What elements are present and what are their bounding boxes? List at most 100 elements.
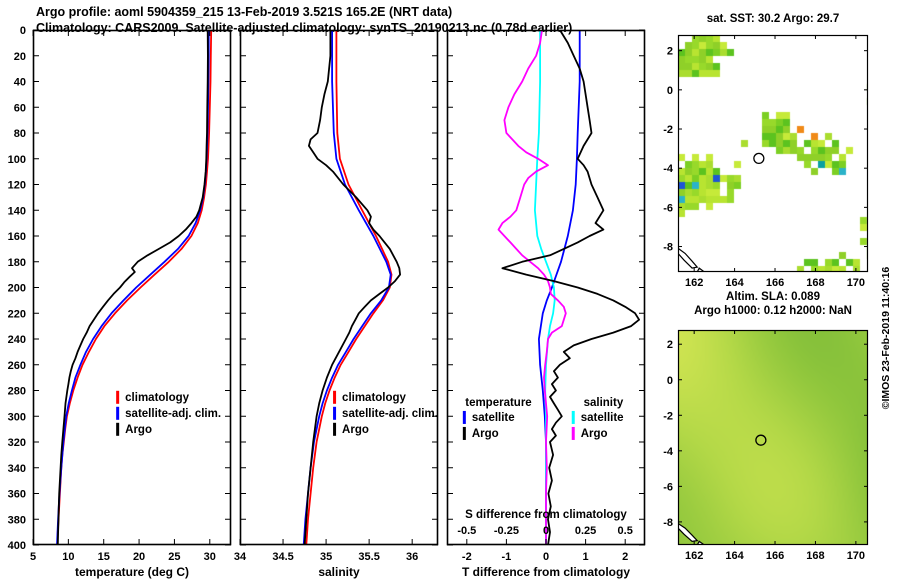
temperature-profile-chart: 5 10 15 20 25 30 0 20 40 60 80 100 120 140 160 180 200 22… <box>8 25 232 579</box>
x-tick-label: 0 <box>543 551 549 563</box>
x-tick-label: 168 <box>806 550 824 562</box>
legend-label: satellite-adj. clim. <box>125 408 221 420</box>
y-tick-label: 20 <box>14 51 26 63</box>
x-tick-label: 162 <box>685 550 703 562</box>
secondary-tick-label: -0.25 <box>494 525 519 537</box>
y-tick-label: 2 <box>667 339 673 351</box>
difference-profile-chart: -2 -1 0 1 2 temperature satellite Argo salinity s… <box>446 29 646 579</box>
series-climatology <box>305 30 393 545</box>
x-tick-label: 164 <box>725 277 744 289</box>
x-tick-label: 170 <box>847 277 865 289</box>
legend-swatch <box>116 422 120 436</box>
legend-label: satellite <box>472 412 515 424</box>
legend-swatch <box>333 390 337 404</box>
y-tick-label: -8 <box>663 517 673 529</box>
legend-group-header: temperature <box>465 397 531 409</box>
legend-label: Argo <box>342 424 369 436</box>
y-tick-label: -4 <box>663 446 674 458</box>
legend-swatch <box>571 410 575 424</box>
x-tick-label: 162 <box>685 277 703 289</box>
series-argo-t <box>501 30 641 545</box>
secondary-tick-label: 0 <box>543 525 549 537</box>
series-climatology <box>56 30 213 545</box>
secondary-tick-label: 0.25 <box>575 525 596 537</box>
legend-swatch <box>116 406 120 420</box>
y-tick-label: -8 <box>663 242 673 254</box>
sla-map-title-line1: Altim. SLA: 0.089 <box>726 291 820 303</box>
x-tick-label: 36 <box>406 551 418 563</box>
series-argo <box>303 30 402 545</box>
y-tick-label: 200 <box>8 283 26 295</box>
y-tick-label: 60 <box>14 102 26 114</box>
sst-map-title: sat. SST: 30.2 Argo: 29.7 <box>706 13 840 25</box>
y-tick-label: 280 <box>8 386 26 398</box>
argo-float-marker <box>755 434 767 446</box>
y-tick-label: 400 <box>8 540 26 552</box>
x-tick-label: 20 <box>133 551 145 563</box>
sla-overlay: 162 164 166 168 170 2 0 -2 -4 -6 -8 <box>663 329 869 562</box>
x-tick-label: 170 <box>847 550 865 562</box>
legend-swatch <box>571 426 575 440</box>
x-tick-label: -1 <box>502 551 512 563</box>
y-tick-label: 180 <box>8 257 26 269</box>
series-satellite-adj-clim- <box>56 30 210 545</box>
series-satellite-adj-clim- <box>302 30 392 545</box>
y-tick-label: 0 <box>667 85 673 97</box>
coastline <box>678 522 699 543</box>
x-tick-label: 34 <box>234 551 247 563</box>
coastline <box>678 247 699 269</box>
legend-label: climatology <box>342 392 407 404</box>
y-tick-label: 240 <box>8 334 26 346</box>
y-tick-label: -2 <box>663 410 673 422</box>
salinity-profile-chart: 34 34.5 35 35.5 36 climatology satellite-adj. … <box>234 29 439 579</box>
y-tick-label: 340 <box>8 463 26 475</box>
y-tick-label: 100 <box>8 154 26 166</box>
y-tick-label: 220 <box>8 308 26 320</box>
series-argo <box>56 30 209 545</box>
legend-swatch <box>116 390 120 404</box>
legend-label: satellite <box>581 412 624 424</box>
argo-float-marker <box>753 152 765 165</box>
sst-overlay: 162 164 166 168 170 2 0 -2 -4 -6 -8 <box>663 34 869 289</box>
x-tick-label: -2 <box>462 551 472 563</box>
sla-map-chart: 162 164 166 168 170 2 0 -2 -4 -6 -8 <box>663 329 869 562</box>
y-tick-label: 260 <box>8 360 26 372</box>
secondary-axis-label: S difference from climatology <box>465 509 627 521</box>
legend-label: climatology <box>125 392 190 404</box>
y-tick-label: 140 <box>8 205 26 217</box>
y-tick-label: 360 <box>8 489 26 501</box>
sst-axes: 162 164 166 168 170 2 0 -2 -4 -6 -8 <box>663 34 869 289</box>
y-tick-label: -4 <box>663 163 674 175</box>
sla-map-title-line2: Argo h1000: 0.12 h2000: NaN <box>694 305 852 317</box>
x-tick-label: 166 <box>766 550 784 562</box>
y-tick-label: -2 <box>663 124 673 136</box>
secondary-tick-label: 0.5 <box>618 525 633 537</box>
x-tick-label: 35 <box>320 551 332 563</box>
x-tick-label: 15 <box>98 551 110 563</box>
x-tick-label: 2 <box>622 551 628 563</box>
legend-swatch <box>333 422 337 436</box>
y-tick-label: 80 <box>14 128 26 140</box>
y-tick-label: 160 <box>8 231 26 243</box>
copyright-watermark: ©IMOS 23-Feb-2019 11:40:16 <box>880 266 892 410</box>
figure-title-line1: Argo profile: aoml 5904359_215 13-Feb-20… <box>36 5 453 19</box>
x-tick-label: 30 <box>204 551 216 563</box>
x-tick-label: 168 <box>806 277 824 289</box>
x-axis-label: T difference from climatology <box>462 565 630 579</box>
x-axis-label: salinity <box>318 565 360 579</box>
legend-label: Argo <box>125 424 152 436</box>
series-satellite-t <box>538 30 581 545</box>
legend-label: Argo <box>581 428 608 440</box>
legend-swatch <box>462 426 466 440</box>
y-tick-label: 0 <box>667 375 673 387</box>
sla-field <box>678 330 868 545</box>
x-tick-label: 34.5 <box>272 551 293 563</box>
x-tick-label: 25 <box>168 551 180 563</box>
x-tick-label: 35.5 <box>358 551 379 563</box>
x-tick-label: 5 <box>30 551 36 563</box>
legend-swatch <box>462 410 466 424</box>
sal-plot: 34 34.5 35 35.5 36 climatology satellite-adj. … <box>234 29 439 579</box>
secondary-tick-label: -0.5 <box>457 525 476 537</box>
y-tick-label: 120 <box>8 180 26 192</box>
